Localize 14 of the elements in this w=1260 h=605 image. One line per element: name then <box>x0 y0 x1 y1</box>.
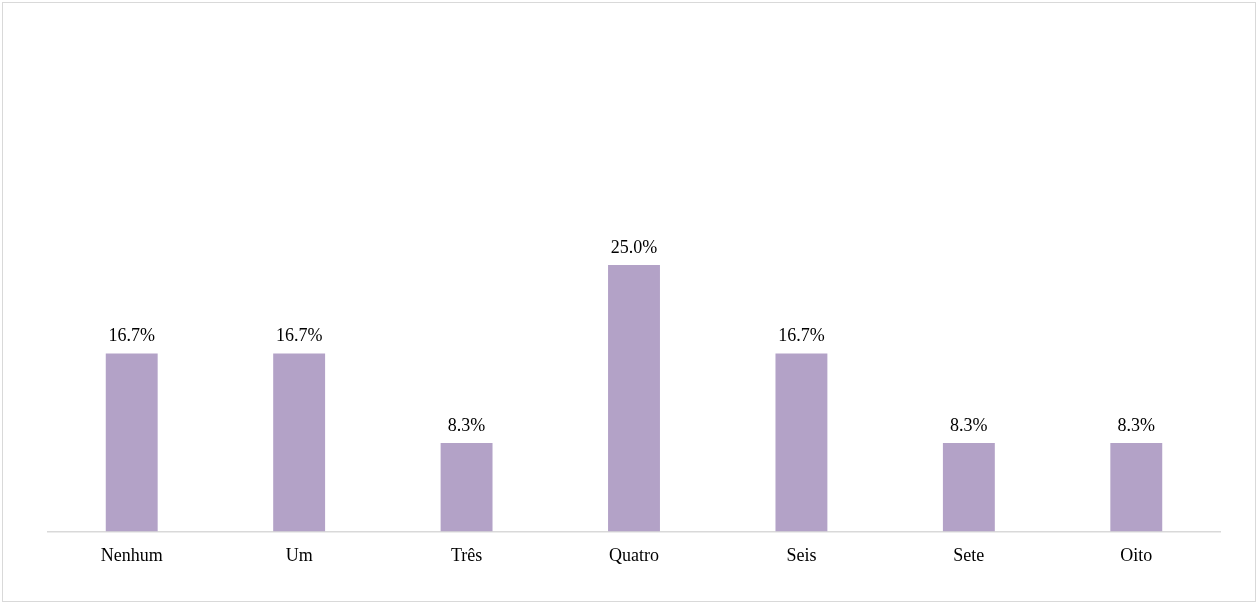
data-label: 25.0% <box>610 236 658 257</box>
x-tick-label: Quatro <box>609 544 659 565</box>
x-tick-label: Três <box>450 544 483 565</box>
x-tick-label: Um <box>285 544 313 565</box>
x-tick-label: Oito <box>1120 544 1153 565</box>
data-label: 8.3% <box>447 414 486 435</box>
x-tick-label: Seis <box>786 544 817 565</box>
x-tick-label: Sete <box>953 544 985 565</box>
data-label: 16.7% <box>108 325 155 346</box>
data-label: 16.7% <box>778 325 825 346</box>
data-label: 8.3% <box>1117 414 1156 435</box>
data-label: 16.7% <box>275 325 323 346</box>
x-tick-label: Nenhum <box>100 544 163 565</box>
data-label: 8.3% <box>950 414 988 435</box>
